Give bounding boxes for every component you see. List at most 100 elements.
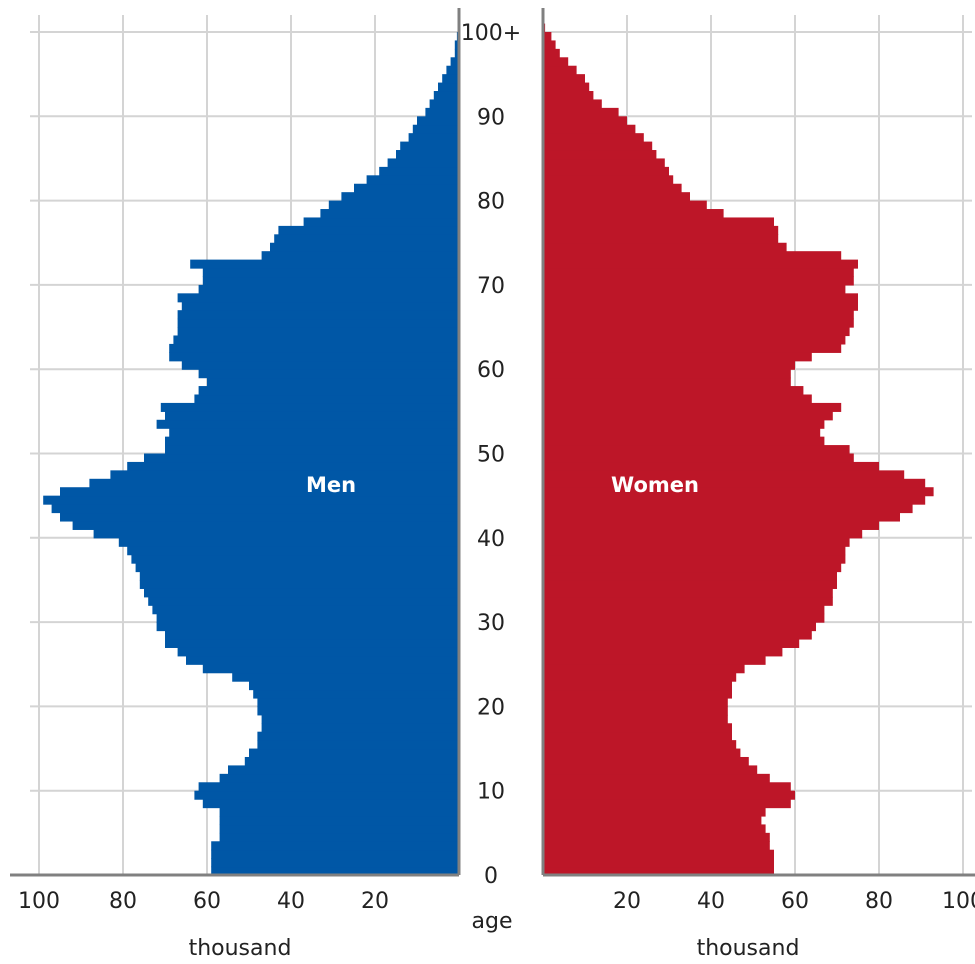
women-bar-age-52 <box>543 428 821 438</box>
women-bar-age-34 <box>543 579 837 589</box>
women-bar-age-72 <box>543 259 858 269</box>
age-tick-label: 50 <box>477 443 505 468</box>
men-bar-age-5 <box>219 824 459 834</box>
men-bar-age-62 <box>169 343 459 353</box>
women-bar-age-58 <box>543 377 791 387</box>
women-bar-age-41 <box>543 520 879 530</box>
women-bar-age-1 <box>543 858 774 868</box>
women-bar-age-6 <box>543 815 762 826</box>
men-bar-age-55 <box>160 402 460 412</box>
men-bar-age-30 <box>156 613 459 623</box>
women-bar-age-33 <box>543 588 833 598</box>
women-bar-age-82 <box>543 175 674 185</box>
men-bar-age-68 <box>177 293 459 303</box>
women-bar-age-84 <box>543 158 665 168</box>
age-tick-label: 0 <box>484 864 498 889</box>
women-bar-age-10 <box>543 782 791 792</box>
women-bar-age-49 <box>543 453 854 463</box>
men-bar-age-75 <box>274 234 459 244</box>
men-bar-age-42 <box>60 512 459 522</box>
women-bar-age-86 <box>543 141 653 151</box>
women-bar-age-24 <box>543 664 745 674</box>
men-bar-age-89 <box>417 116 459 126</box>
men-bar-age-94 <box>442 74 459 84</box>
women-bar-age-7 <box>543 807 766 817</box>
tick-labels: 0 10 20 30 40 50 60 70 80 90 100+ 100 100 80 80 60 60 40 4… <box>18 21 975 914</box>
men-bar-age-14 <box>249 748 459 758</box>
men-bar-age-86 <box>400 141 459 151</box>
women-bar-age-40 <box>543 529 863 539</box>
women-bar-age-57 <box>543 386 804 396</box>
women-bar-age-18 <box>543 714 728 724</box>
men-bar-age-21 <box>253 689 459 699</box>
men-bar-age-97 <box>454 48 459 58</box>
right-x-tick-label: 60 <box>781 889 809 914</box>
women-bar-age-87 <box>543 133 644 143</box>
women-bar-age-43 <box>543 504 913 514</box>
men-bar-age-18 <box>261 714 459 724</box>
men-bar-age-84 <box>387 158 459 168</box>
women-bar-age-14 <box>543 748 741 758</box>
women-bar-age-62 <box>543 343 842 353</box>
women-bar-age-90 <box>543 107 619 117</box>
men-bar-age-76 <box>278 225 459 235</box>
men-bar-age-9 <box>194 790 459 800</box>
men-bar-age-12 <box>228 765 459 775</box>
women-bar-age-16 <box>543 731 732 741</box>
women-bar-age-0 <box>543 866 774 876</box>
age-tick-label: 80 <box>477 190 505 215</box>
men-bar-age-45 <box>60 487 459 497</box>
women-bar-age-97 <box>543 48 560 58</box>
men-bar-age-52 <box>169 428 459 438</box>
left-x-tick-label: 40 <box>277 889 305 914</box>
women-bar-age-17 <box>543 723 732 733</box>
men-bar-age-95 <box>446 65 459 75</box>
women-bar-age-61 <box>543 352 812 362</box>
women-bar-age-35 <box>543 571 837 581</box>
women-bar-age-31 <box>543 605 825 615</box>
age-tick-label: 70 <box>477 274 505 299</box>
women-bar-age-91 <box>543 99 602 109</box>
men-bar-age-32 <box>148 596 459 606</box>
men-bar-age-66 <box>177 310 459 320</box>
women-bar-age-64 <box>543 327 850 337</box>
men-bar-age-38 <box>127 546 459 556</box>
women-bar-age-39 <box>543 537 850 547</box>
men-bar-age-15 <box>257 740 459 750</box>
men-bar-age-26 <box>177 647 459 657</box>
age-tick-label: 100+ <box>461 21 521 46</box>
women-bar-age-74 <box>543 242 787 252</box>
women-bar-age-45 <box>543 487 934 497</box>
men-bar-age-93 <box>438 82 459 92</box>
women-bar-age-22 <box>543 681 732 691</box>
women-bar-age-55 <box>543 402 842 412</box>
women-bar-age-20 <box>543 697 728 707</box>
men-bar-age-23 <box>232 672 459 682</box>
men-bar-age-67 <box>181 301 460 311</box>
women-bar-age-98 <box>543 40 556 50</box>
women-bar-age-21 <box>543 689 732 699</box>
men-bar-age-79 <box>328 200 459 210</box>
women-bar-age-42 <box>543 512 900 522</box>
women-bar-age-46 <box>543 478 926 488</box>
men-bar-age-7 <box>219 807 459 817</box>
men-bar-age-29 <box>156 622 459 632</box>
women-bar-age-12 <box>543 765 758 775</box>
women-bar-age-76 <box>543 225 779 235</box>
left-x-tick-label: 80 <box>109 889 137 914</box>
women-bar-age-71 <box>543 268 854 278</box>
women-bar-age-77 <box>543 217 774 227</box>
women-bar-age-51 <box>543 436 825 446</box>
women-bar-age-50 <box>543 445 850 455</box>
women-bar-age-65 <box>543 318 854 328</box>
women-bar-age-69 <box>543 284 846 294</box>
men-bar-age-34 <box>139 579 460 589</box>
men-bar-age-98 <box>454 40 459 50</box>
women-bar-age-59 <box>543 369 791 379</box>
women-bar-age-89 <box>543 116 627 126</box>
men-bar-age-40 <box>93 529 459 539</box>
men-bar-age-25 <box>186 655 459 665</box>
men-bar-age-88 <box>412 124 459 134</box>
women-bar-age-48 <box>543 461 879 471</box>
